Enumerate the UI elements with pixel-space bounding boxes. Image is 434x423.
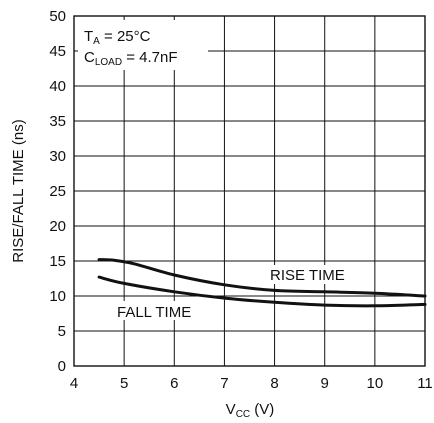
annotation-load-subscript: LOAD <box>95 57 122 68</box>
annotation-temperature-main: T <box>84 28 93 45</box>
y-tick-label: 25 <box>49 183 66 200</box>
y-tick-label: 40 <box>49 78 66 95</box>
x-tick-label: 6 <box>170 375 178 392</box>
x-axis-label-main: V <box>226 401 236 418</box>
annotation-temperature-subscript: A <box>93 36 100 47</box>
curve-layer <box>97 258 427 308</box>
y-tick-label: 5 <box>58 323 66 340</box>
y-tick-label: 50 <box>49 8 66 25</box>
annotation-box <box>78 20 208 70</box>
y-tick-label: 20 <box>49 218 66 235</box>
rise-time-curve <box>97 258 427 298</box>
x-axis-label: VCC (V) <box>226 401 275 420</box>
annotation-load-value: = 4.7nF <box>122 49 177 66</box>
x-axis-label-subscript: CC <box>236 409 250 420</box>
x-tick-label: 5 <box>120 375 128 392</box>
y-tick-label: 35 <box>49 113 66 130</box>
fall-time-curve <box>97 275 427 308</box>
y-tick-label: 10 <box>49 288 66 305</box>
x-tick-label: 4 <box>70 375 78 392</box>
y-tick-label: 15 <box>49 253 66 270</box>
rise-time-label-bg <box>266 265 362 284</box>
x-tick-label: 7 <box>220 375 228 392</box>
annotation-temperature-value: = 25°C <box>100 28 151 45</box>
annotation-temperature: TA = 25°C <box>84 28 151 47</box>
y-tick-label: 45 <box>49 43 66 60</box>
x-tick-label: 10 <box>367 375 384 392</box>
fall-time-label: FALL TIME <box>117 304 191 321</box>
y-tick-label: 0 <box>58 358 66 375</box>
x-tick-label: 11 <box>417 375 433 392</box>
x-tick-label: 8 <box>270 375 278 392</box>
rise-time-label: RISE TIME <box>270 267 345 284</box>
annotation-load: CLOAD = 4.7nF <box>84 49 178 68</box>
plot-frame <box>73 15 426 367</box>
y-axis-label: RISE/FALL TIME (ns) <box>10 119 27 262</box>
annotation-load-main: C <box>84 49 95 66</box>
x-axis-label-unit: (V) <box>250 401 274 418</box>
grid-layer <box>74 16 425 366</box>
y-tick-label: 30 <box>49 148 66 165</box>
fall-time-label-bg <box>113 301 203 320</box>
x-tick-label: 9 <box>321 375 329 392</box>
